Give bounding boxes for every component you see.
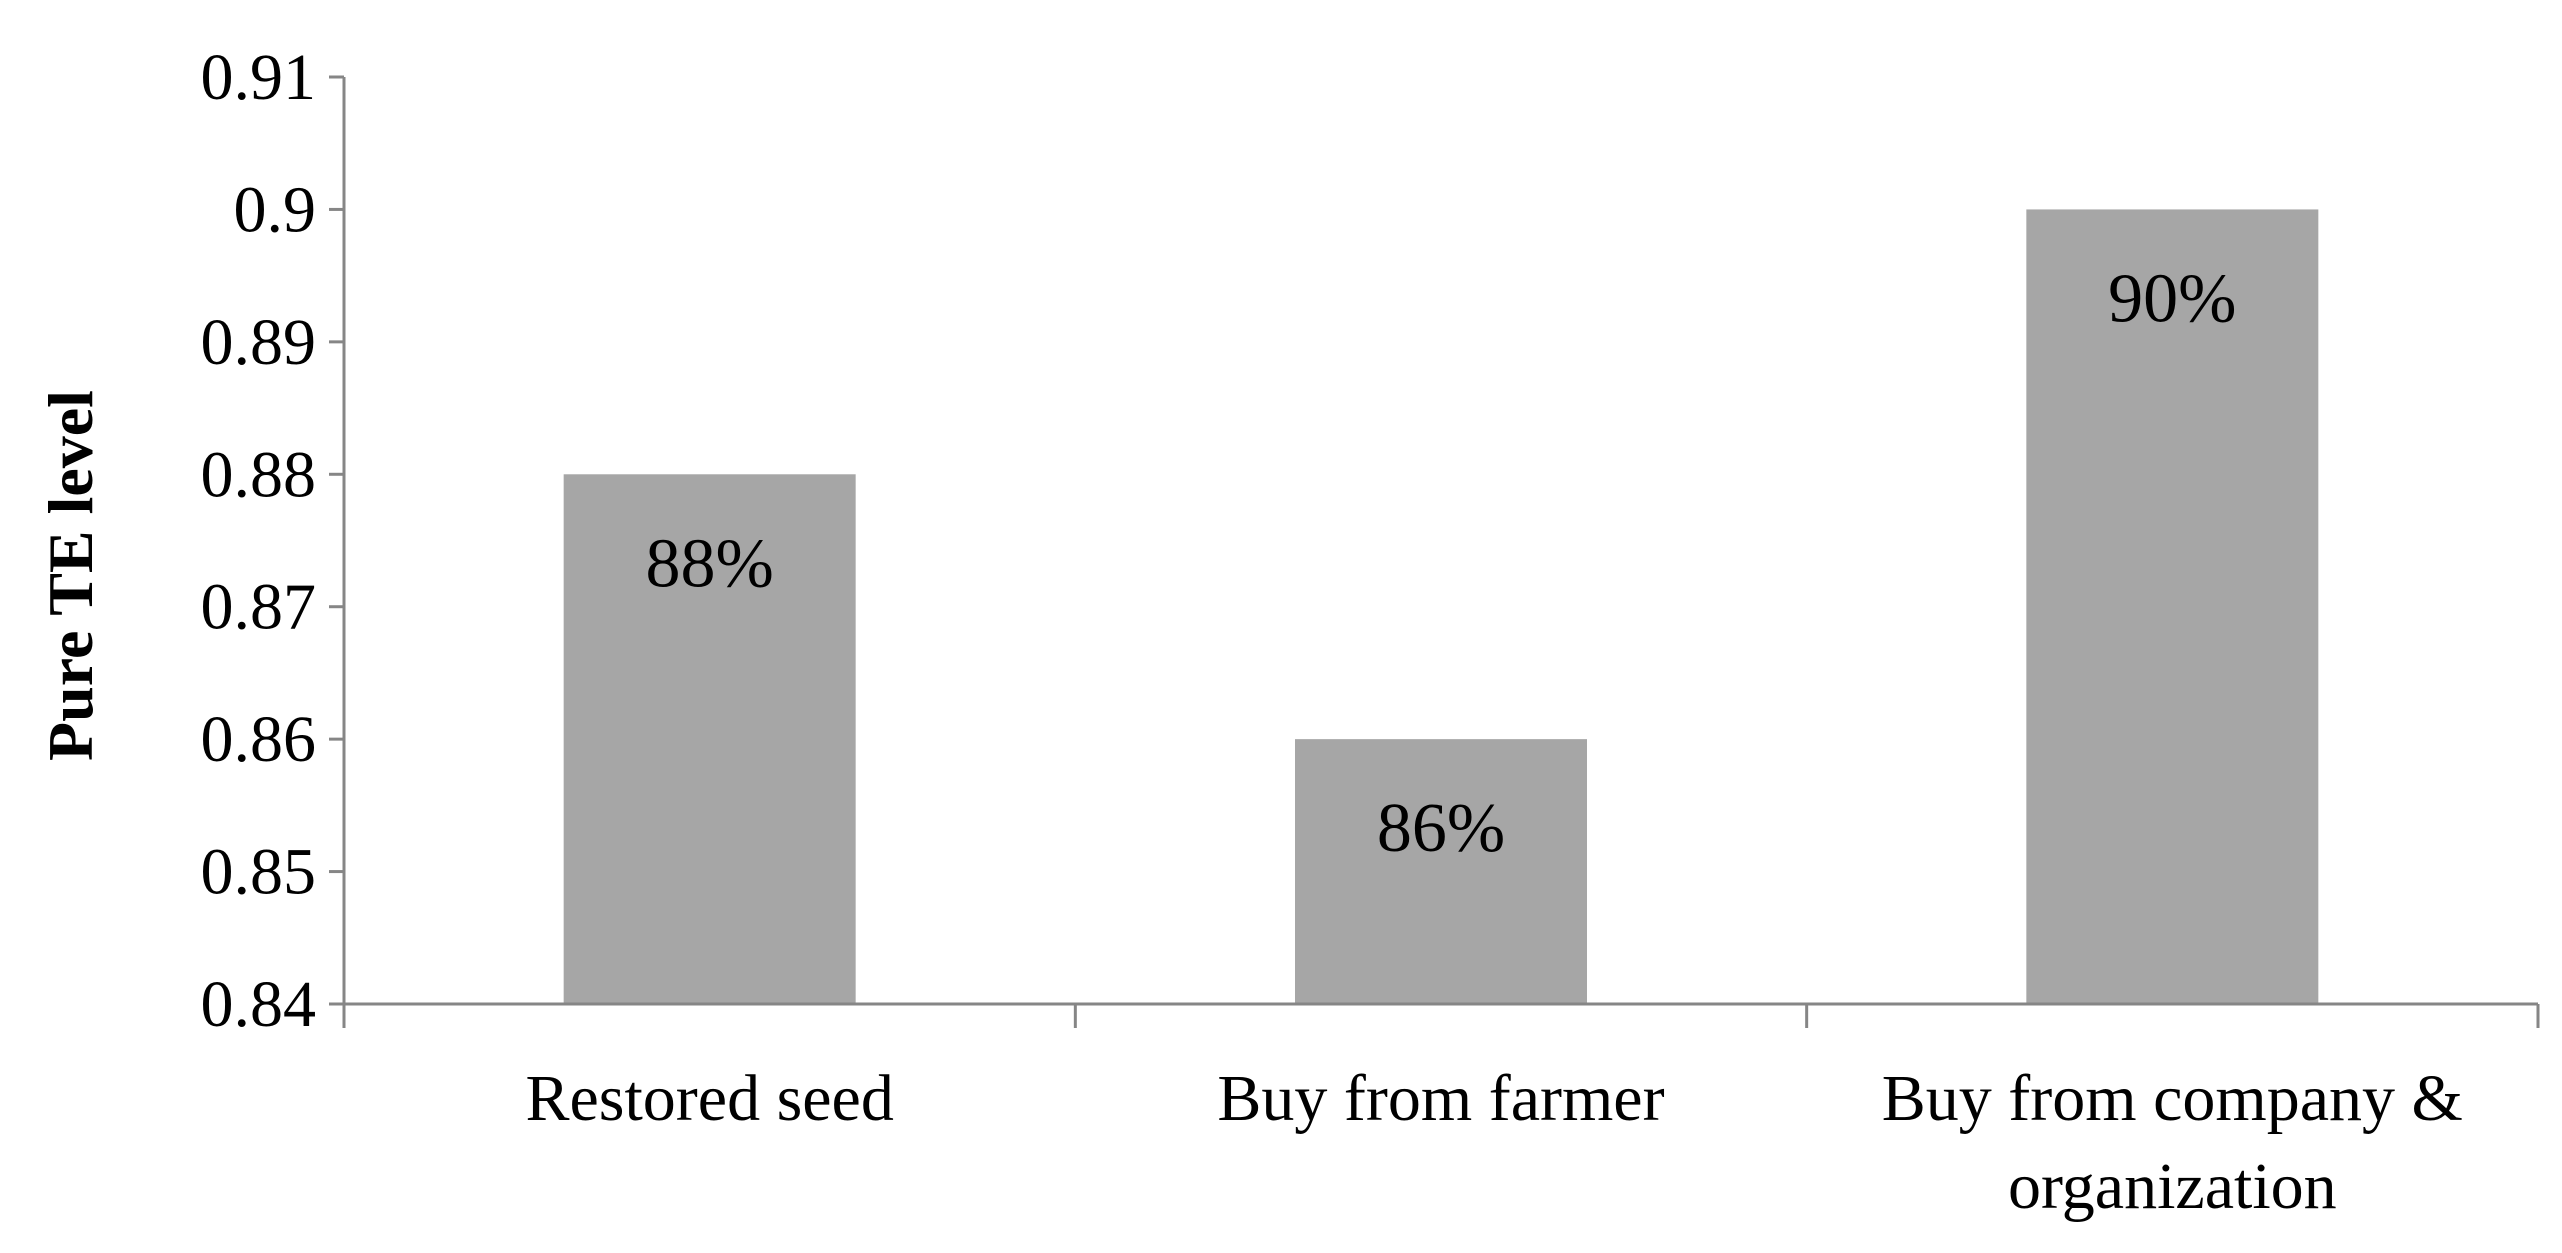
y-axis-title: Pure TE level (35, 390, 106, 761)
y-ticks-group: 0.84 0.85 0.86 0.87 0.88 0.89 0.9 0.91 (201, 41, 344, 1041)
data-label: 86% (1377, 790, 1505, 867)
data-labels-group: 88% 86% 90% (646, 260, 2237, 867)
bar (1295, 739, 1587, 1004)
y-tick-label: 0.89 (201, 306, 317, 379)
bar (563, 474, 856, 1004)
y-tick-label: 0.84 (201, 968, 317, 1041)
y-tick-label: 0.87 (201, 571, 317, 644)
y-tick-label: 0.9 (234, 173, 317, 246)
data-label: 88% (646, 525, 774, 602)
bar (2026, 209, 2319, 1004)
x-category-label-line: Buy from company & (1882, 1062, 2463, 1135)
y-tick-label: 0.88 (201, 438, 317, 511)
x-category-label: Restored seed (525, 1062, 893, 1135)
x-category-label: Buy from company & organization (1882, 1062, 2463, 1223)
x-category-label-line: Buy from farmer (1217, 1062, 1664, 1135)
y-tick-label: 0.85 (201, 836, 317, 909)
bars-group (563, 209, 2319, 1004)
data-label: 90% (2108, 260, 2236, 337)
category-labels-group: Restored seed Buy from farmer Buy from com… (525, 1062, 2462, 1223)
x-category-label: Buy from farmer (1217, 1062, 1664, 1135)
axes-group (342, 77, 2538, 1006)
y-tick-label: 0.91 (201, 41, 317, 114)
x-category-label-line: organization (2008, 1150, 2337, 1223)
y-tick-label: 0.86 (201, 703, 317, 776)
x-ticks-group (342, 1004, 2540, 1028)
x-category-label-line: Restored seed (525, 1062, 893, 1135)
